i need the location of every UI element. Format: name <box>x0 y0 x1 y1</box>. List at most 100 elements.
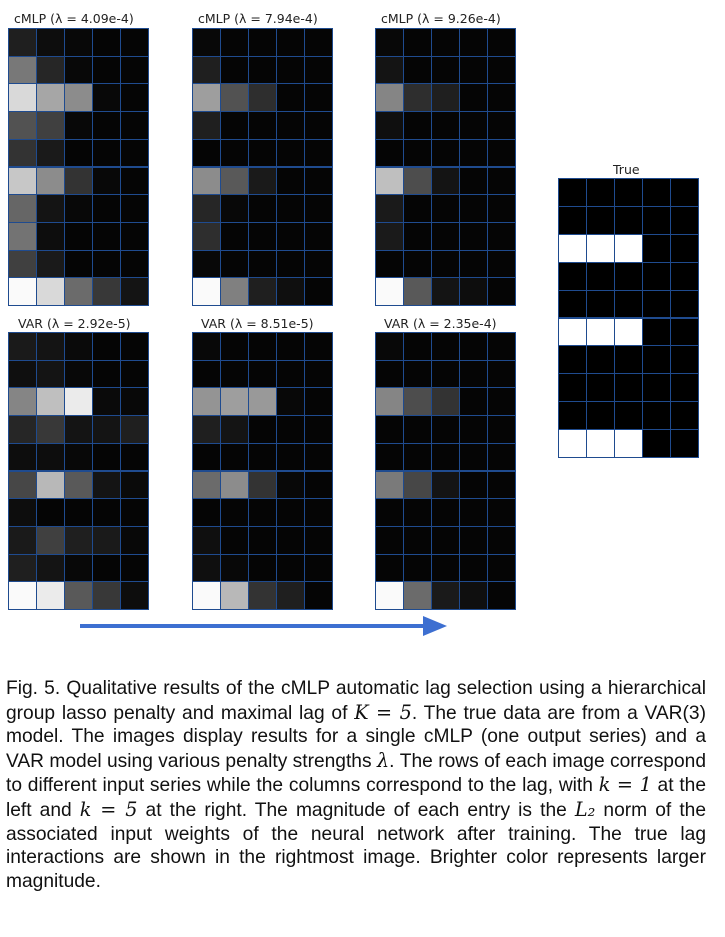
heatmap-cell <box>121 56 148 84</box>
heatmap-cell <box>376 443 403 471</box>
heatmap-cell <box>404 84 431 112</box>
heatmap-cell <box>488 554 515 582</box>
heatmap-cell <box>305 84 332 112</box>
heatmap-cell <box>432 499 459 526</box>
heatmap-cell <box>277 471 304 499</box>
heatmap-cell <box>121 526 148 554</box>
heatmap-cell <box>249 29 276 56</box>
heatmap-cell <box>460 333 487 360</box>
heatmap-cell <box>9 582 36 609</box>
heatmap-cell <box>93 278 120 305</box>
heatmap-cell <box>404 499 431 526</box>
heatmap-cell <box>376 360 403 388</box>
heatmap-cell <box>9 84 36 112</box>
heatmap-cell <box>404 56 431 84</box>
heatmap-cell <box>488 443 515 471</box>
heatmap-cell <box>249 554 276 582</box>
heatmap-cell <box>221 526 248 554</box>
heatmap-cell <box>432 29 459 56</box>
heatmap-cell <box>121 499 148 526</box>
heatmap-cell <box>671 346 698 374</box>
caption-math-lambda: λ <box>376 748 390 772</box>
heatmap-cell <box>587 346 614 374</box>
heatmap-cell <box>221 360 248 388</box>
heatmap-cell <box>93 416 120 443</box>
heatmap-cell <box>37 388 64 416</box>
heatmap-cell <box>615 402 642 430</box>
heatmap-cell <box>121 112 148 139</box>
heatmap-cell <box>460 471 487 499</box>
heatmap-cell <box>404 526 431 554</box>
heatmap-cell <box>249 360 276 388</box>
heatmap-cell <box>37 250 64 278</box>
heatmap-cell <box>93 139 120 167</box>
heatmap-cell <box>305 56 332 84</box>
heatmap-cell <box>404 112 431 139</box>
heatmap-cell <box>93 333 120 360</box>
heatmap-cell <box>460 278 487 305</box>
heatmap-cell <box>9 56 36 84</box>
heatmap-cell <box>460 195 487 222</box>
heatmap-cell <box>249 416 276 443</box>
heatmap-cell <box>404 416 431 443</box>
arrow-line <box>80 624 425 628</box>
heatmap-cell <box>93 443 120 471</box>
heatmap-cell <box>615 430 642 457</box>
heatmap-cell <box>404 360 431 388</box>
heatmap-cell <box>376 250 403 278</box>
heatmap-cell <box>305 526 332 554</box>
heatmap-cell <box>376 112 403 139</box>
heatmap-cell <box>249 582 276 609</box>
heatmap-cell <box>93 112 120 139</box>
heatmap-cell <box>249 499 276 526</box>
heatmap-cell <box>37 112 64 139</box>
heatmap-cell <box>376 526 403 554</box>
heatmap-cell <box>305 250 332 278</box>
heatmap-cell <box>9 443 36 471</box>
heatmap-cell <box>643 430 670 457</box>
heatmap-cell <box>404 139 431 167</box>
heatmap-cell <box>432 443 459 471</box>
heatmap-cell <box>193 139 220 167</box>
heatmap-cell <box>488 84 515 112</box>
heatmap-cell <box>376 333 403 360</box>
heatmap-cell <box>93 29 120 56</box>
heatmap-cell <box>404 471 431 499</box>
heatmap-cell <box>121 471 148 499</box>
heatmap-cell <box>9 29 36 56</box>
heatmap-cell <box>65 222 92 250</box>
heatmap-cell <box>249 56 276 84</box>
caption-math-k: K = 5 <box>354 700 412 724</box>
heatmap-cell <box>121 388 148 416</box>
heatmap-cell <box>193 112 220 139</box>
heatmap-cell <box>671 234 698 262</box>
panel-title-cmlp-1: cMLP (λ = 4.09e-4) <box>14 11 134 26</box>
heatmap-cell <box>65 278 92 305</box>
heatmap-cell <box>65 167 92 195</box>
heatmap-cell <box>671 179 698 206</box>
heatmap-cell <box>249 388 276 416</box>
heatmap-cell <box>121 195 148 222</box>
heatmap-cell <box>376 582 403 609</box>
heatmap-cell <box>559 346 586 374</box>
heatmap-cell <box>193 333 220 360</box>
heatmap-cell <box>643 234 670 262</box>
heatmap-cell <box>9 499 36 526</box>
heatmap-cell <box>249 139 276 167</box>
heatmap-cell <box>404 582 431 609</box>
heatmap-cell <box>9 195 36 222</box>
heatmap-cell <box>37 139 64 167</box>
heatmap-cell <box>432 333 459 360</box>
heatmap-cell <box>9 526 36 554</box>
heatmap-cell <box>587 262 614 290</box>
heatmap-cell <box>277 222 304 250</box>
heatmap-cell <box>305 388 332 416</box>
heatmap-cell <box>249 443 276 471</box>
heatmap-cell <box>9 360 36 388</box>
heatmap-cell <box>9 167 36 195</box>
heatmap-cell <box>277 388 304 416</box>
figure: cMLP (λ = 4.09e-4) cMLP (λ = 7.94e-4) cM… <box>8 11 699 636</box>
heatmap-cell <box>193 526 220 554</box>
heatmap-cell <box>671 318 698 346</box>
heatmap-cell <box>193 195 220 222</box>
